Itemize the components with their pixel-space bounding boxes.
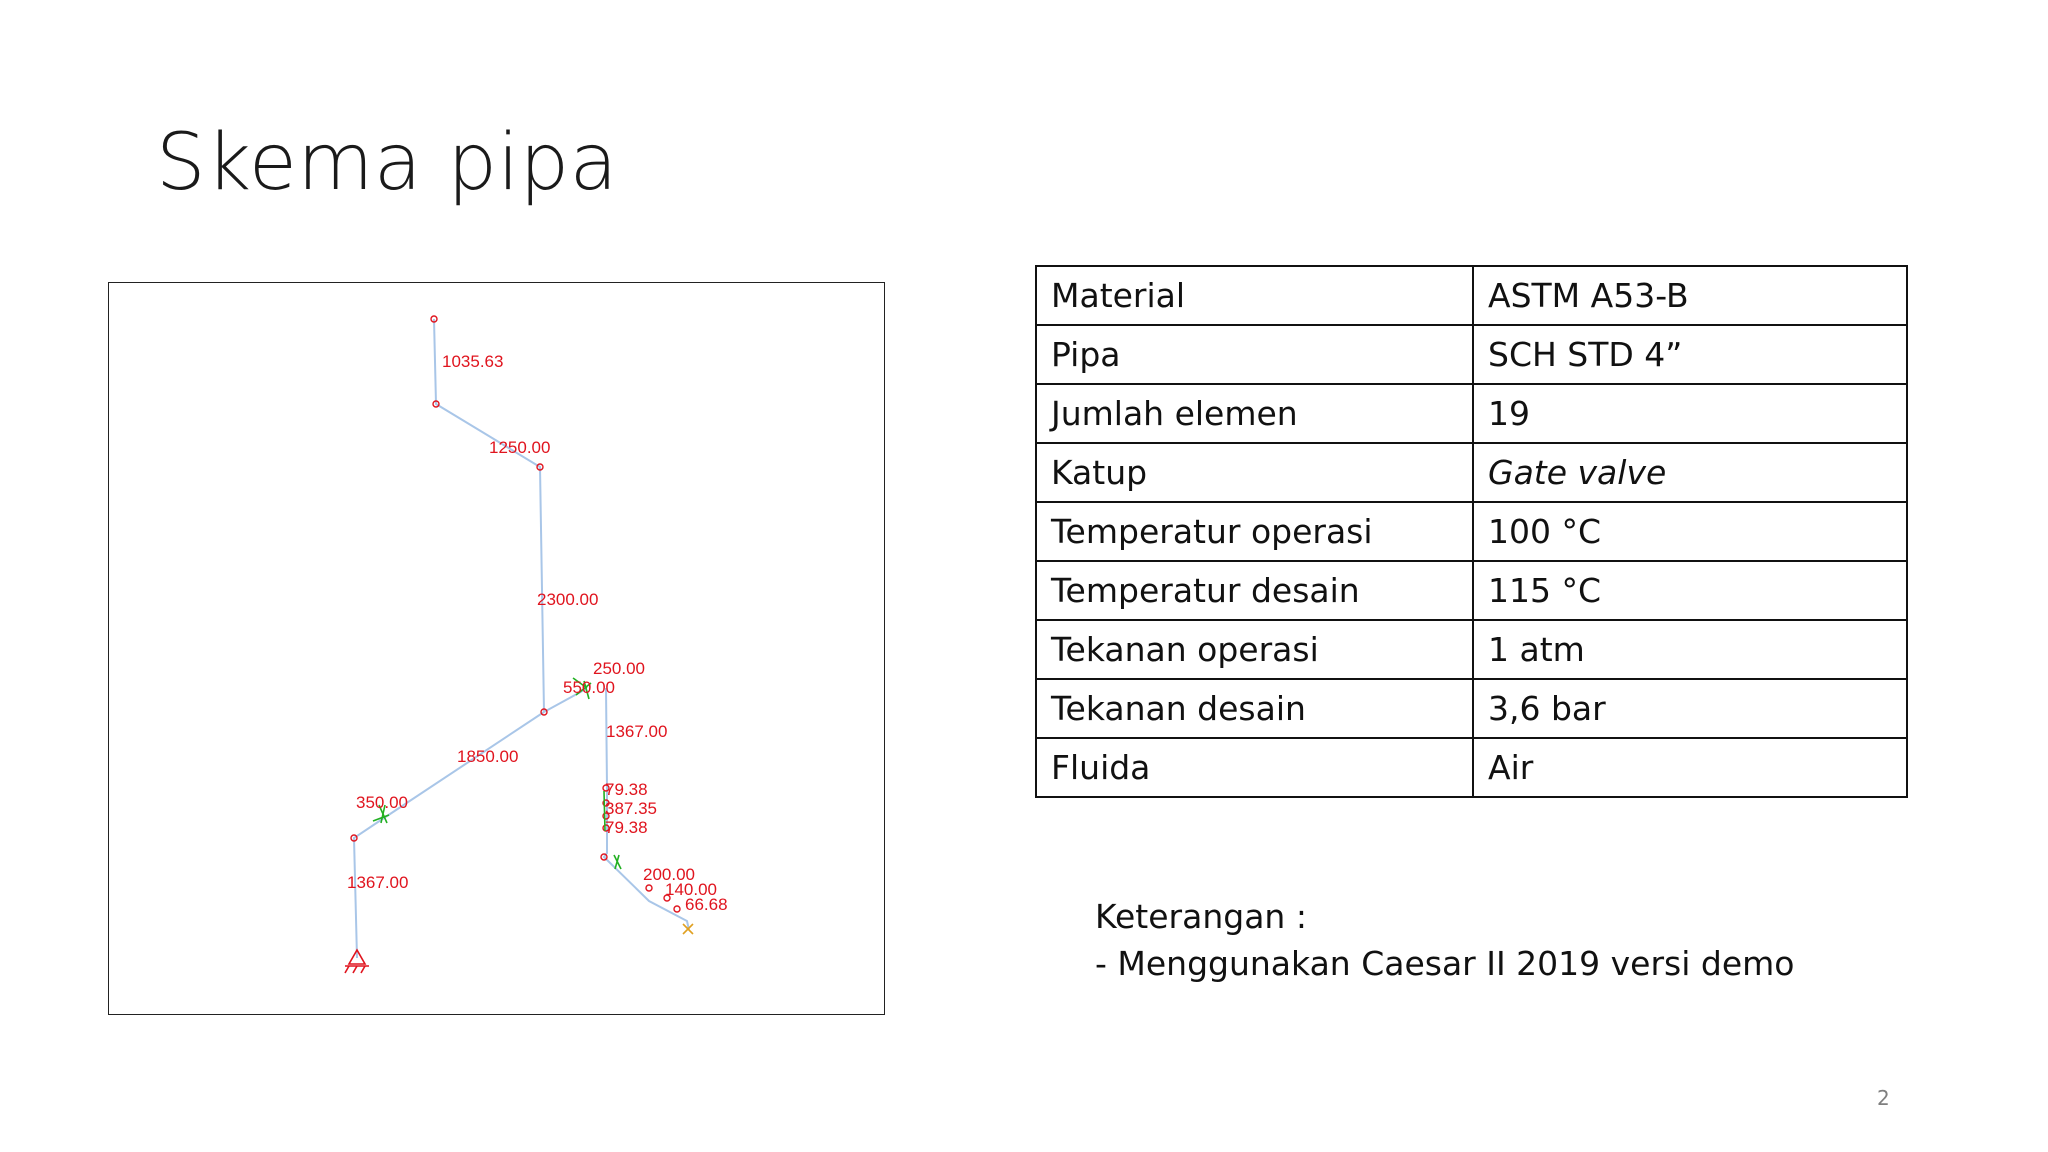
page-number: 2 (1877, 1086, 1890, 1110)
dim-label: 200.00 (643, 865, 695, 884)
spec-value: 3,6 bar (1472, 678, 1908, 739)
dim-label: 2300.00 (537, 590, 598, 609)
spec-key: Tekanan desain (1035, 678, 1474, 739)
table-row: Temperatur operasi 100 °C (1035, 501, 1908, 562)
spec-key: Jumlah elemen (1035, 383, 1474, 444)
node-marker (645, 884, 653, 892)
spec-key: Tekanan operasi (1035, 619, 1474, 680)
dim-label: 1250.00 (489, 438, 550, 457)
node-marker (602, 799, 610, 807)
valve-hanger-symbol (372, 804, 390, 824)
node-marker (602, 784, 610, 792)
anchor-support-symbol (344, 948, 369, 974)
dim-label: 550.00 (563, 678, 615, 697)
spec-key: Material (1035, 265, 1474, 326)
spec-value: ASTM A53-B (1472, 265, 1908, 326)
valve-hanger-symbol (572, 677, 592, 700)
spec-key: Fluida (1035, 737, 1474, 798)
dim-label: 250.00 (593, 659, 645, 678)
dim-label: 1035.63 (442, 352, 503, 371)
table-row: Temperatur desain 115 °C (1035, 560, 1908, 621)
dim-label: 140.00 (665, 880, 717, 899)
spec-value: 1 atm (1472, 619, 1908, 680)
dim-label: 1850.00 (457, 747, 518, 766)
note-heading: Keterangan : (1095, 897, 1307, 936)
spec-value: SCH STD 4” (1472, 324, 1908, 385)
dim-label: 350.00 (356, 793, 408, 812)
spec-value: 100 °C (1472, 501, 1908, 562)
node-marker (602, 812, 610, 820)
spec-key: Temperatur operasi (1035, 501, 1474, 562)
table-row: Pipa SCH STD 4” (1035, 324, 1908, 385)
spec-key: Pipa (1035, 324, 1474, 385)
note-block: Keterangan : - Menggunakan Caesar II 201… (1095, 893, 1795, 987)
spec-key: Katup (1035, 442, 1474, 503)
spec-key: Temperatur desain (1035, 560, 1474, 621)
dim-label: 66.68 (685, 895, 728, 914)
table-row: Fluida Air (1035, 737, 1908, 798)
pipe-run-right (602, 687, 690, 931)
node-marker (350, 834, 358, 842)
spec-table: Material ASTM A53-B Pipa SCH STD 4” Juml… (1035, 265, 1908, 798)
spec-value: 19 (1472, 383, 1908, 444)
node-marker (663, 894, 671, 902)
dim-label: 387.35 (605, 799, 657, 818)
node-marker (602, 824, 610, 832)
dim-label: 79.38 (605, 818, 648, 837)
pipe-run-left (352, 711, 545, 959)
node-marker (432, 400, 440, 408)
node-marker (430, 315, 438, 323)
dim-label: 1367.00 (347, 873, 408, 892)
node-marker (673, 905, 681, 913)
dim-label: 79.38 (605, 780, 648, 799)
node-marker (600, 853, 608, 861)
spec-value: Gate valve (1472, 442, 1908, 503)
pipe-schematic-figure: 1035.63 1250.00 2300.00 250.00 550.00 13… (108, 282, 885, 1015)
table-row: Material ASTM A53-B (1035, 265, 1908, 326)
dim-label: 1367.00 (606, 722, 667, 741)
valve-hanger-symbol (603, 790, 606, 832)
valve-hanger-symbol (613, 854, 622, 870)
note-line: - Menggunakan Caesar II 2019 versi demo (1095, 944, 1795, 983)
pipe-run-main (433, 318, 545, 713)
table-row: Jumlah elemen 19 (1035, 383, 1908, 444)
spec-value: Air (1472, 737, 1908, 798)
pipe-schematic: 1035.63 1250.00 2300.00 250.00 550.00 13… (344, 315, 728, 974)
table-row: Tekanan desain 3,6 bar (1035, 678, 1908, 739)
slide-title: Skema pipa (156, 118, 618, 208)
end-anchor-symbol (682, 923, 694, 935)
node-marker (540, 708, 548, 716)
node-marker (536, 463, 544, 471)
spec-value: 115 °C (1472, 560, 1908, 621)
table-row: Tekanan operasi 1 atm (1035, 619, 1908, 680)
table-row: Katup Gate valve (1035, 442, 1908, 503)
